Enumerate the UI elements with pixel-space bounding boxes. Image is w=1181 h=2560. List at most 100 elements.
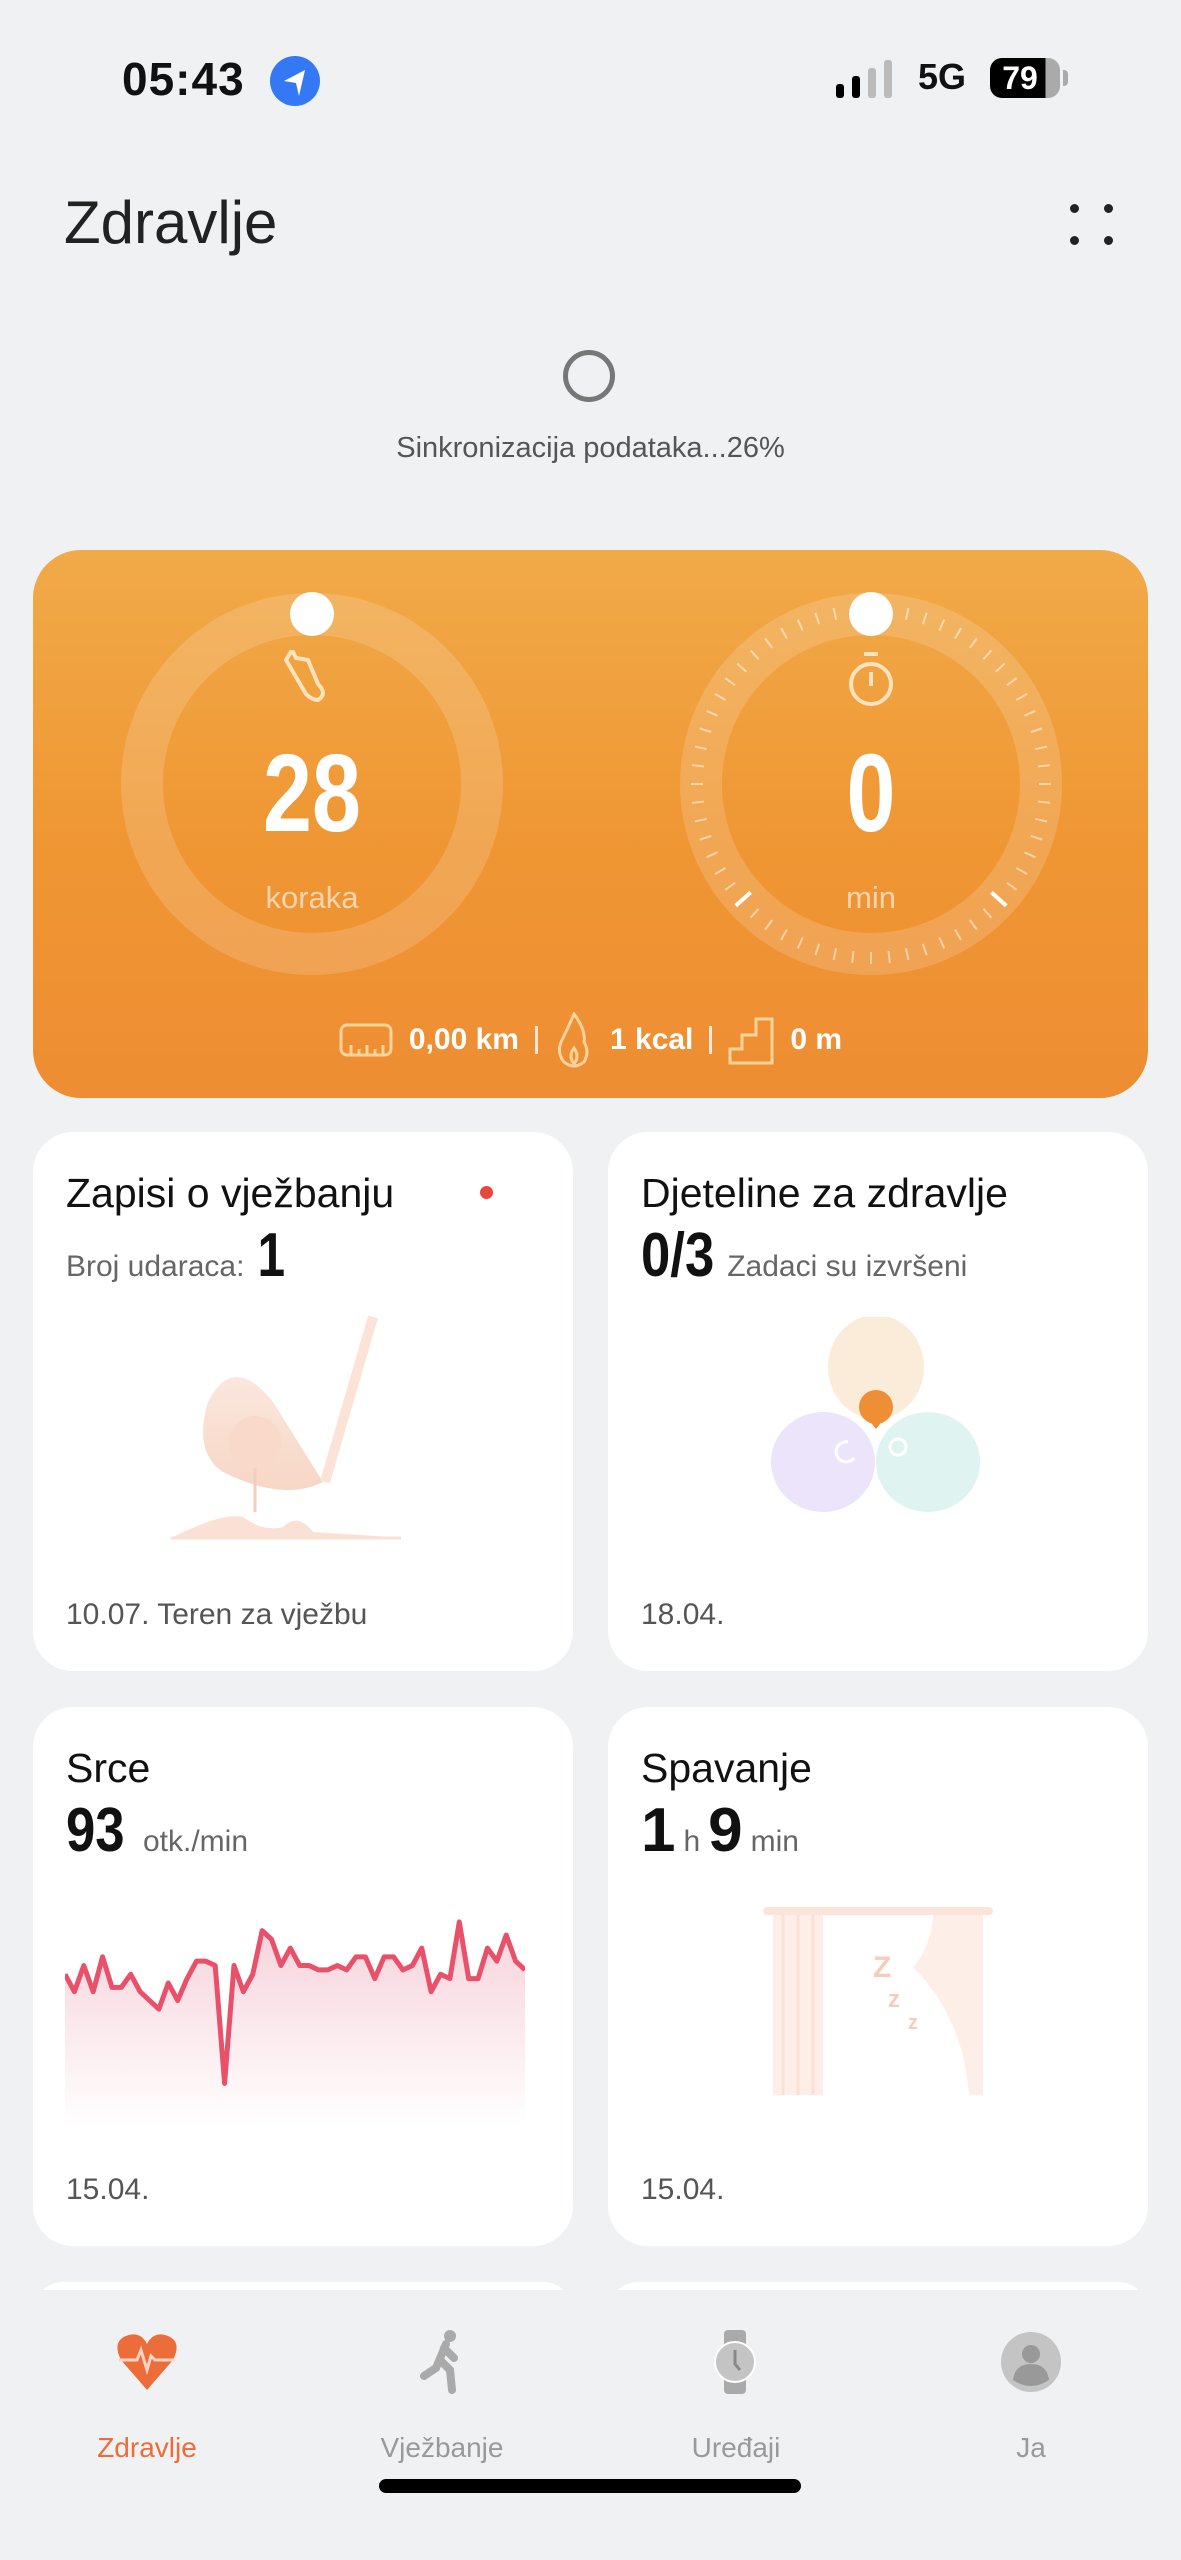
dial-tick: [982, 649, 993, 660]
card-title: Spavanje: [641, 1745, 812, 1791]
tasks-value: 0/3: [641, 1221, 715, 1290]
health-clover-card[interactable]: Djeteline za zdravlje 0/3 Zadaci su izvr…: [608, 1132, 1148, 1671]
tab-exercise[interactable]: Vježbanje: [342, 2320, 542, 2463]
location-arrow-icon: [270, 56, 320, 106]
dial-tick: [887, 950, 891, 964]
heart-rate-area: [65, 1921, 525, 2127]
dial-tick: [938, 937, 946, 949]
divider: [534, 1026, 538, 1054]
dial-tick: [1024, 851, 1036, 859]
tab-bar: [0, 2290, 1181, 2560]
dial-tick: [780, 627, 788, 640]
steps-unit: koraka: [265, 880, 359, 915]
dial-tick: [1015, 693, 1028, 701]
dial-tick: [699, 834, 712, 841]
heart-rate-card[interactable]: Srce 93 otk./min 15.04.: [33, 1707, 573, 2246]
dial-tick: [938, 619, 946, 631]
dial-tick: [851, 950, 855, 964]
card-date: 15.04.: [66, 2173, 150, 2206]
stopwatch-icon: [849, 652, 893, 706]
tab-label: Ja: [1016, 2432, 1046, 2463]
active-time-knob: [849, 592, 893, 636]
dial-tick: [764, 637, 774, 649]
ruler-icon: [339, 1023, 393, 1057]
sleep-hours: 1: [641, 1796, 676, 1865]
dial-tick: [1006, 677, 1018, 687]
dial-tick: [796, 619, 804, 631]
steps-value: 28: [263, 732, 361, 855]
new-badge-dot: [480, 1186, 493, 1199]
dial-tick: [968, 919, 978, 931]
dial-tick: [954, 627, 962, 640]
dial-tick: [1035, 745, 1048, 751]
heart-rate-unit: otk./min: [142, 1825, 248, 1858]
page-title: Zdravlje: [64, 189, 278, 256]
home-indicator[interactable]: [379, 2479, 801, 2493]
dial-tick: [990, 890, 1008, 908]
shoe-icon: [284, 650, 325, 702]
card-title: Zapisi o vježbanju: [66, 1170, 395, 1216]
card-date: 10.07. Teren za vježbu: [66, 1598, 368, 1631]
dial-tick: [921, 612, 928, 625]
sync-status: Sinkronizacija podataka...26%: [396, 432, 785, 464]
dial-tick: [706, 709, 718, 717]
profile-icon: [1001, 2332, 1061, 2392]
flame-icon: [557, 1012, 589, 1068]
status-time: 05:43: [122, 53, 245, 105]
dial-tick: [921, 943, 928, 956]
distance-value: 0,00 km: [408, 1023, 519, 1056]
tab-label: Zdravlje: [97, 2432, 197, 2463]
dial-tick: [749, 908, 760, 919]
dial-tick: [954, 928, 962, 941]
climb-value: 0 m: [790, 1023, 843, 1056]
exercise-records-card[interactable]: Zapisi o vježbanju Broj udaraca: 1 10.07…: [33, 1132, 573, 1671]
dial-tick: [1030, 834, 1043, 841]
card-title: Djeteline za zdravlje: [641, 1170, 1008, 1216]
dial-tick: [814, 612, 821, 625]
dial-tick: [982, 908, 993, 919]
dial-tick: [1006, 881, 1018, 891]
sleep-hours-unit: h: [683, 1825, 701, 1858]
steps-ring-knob: [290, 592, 334, 636]
dial-tick: [1030, 727, 1043, 734]
more-dots-icon[interactable]: [1062, 200, 1122, 250]
svg-text:z: z: [908, 2012, 918, 2034]
exercise-leaf-icon: [859, 1390, 893, 1424]
strokes-value: 1: [257, 1221, 286, 1290]
dial-tick: [691, 764, 705, 768]
dial-tick: [780, 928, 788, 941]
curtain-illustration: Z z z: [763, 1907, 993, 2095]
watch-icon: [714, 2330, 756, 2394]
dial-tick: [734, 890, 752, 908]
tasks-label: Zadaci su izvršeni: [727, 1250, 968, 1283]
dial-tick: [736, 662, 747, 673]
dial-tick: [796, 937, 804, 949]
dial-tick: [699, 727, 712, 734]
dial-tick: [714, 867, 727, 875]
active-time-unit: min: [846, 880, 896, 915]
running-icon: [420, 2330, 458, 2394]
dial-tick: [691, 800, 705, 804]
card-title: Srce: [66, 1745, 151, 1791]
dial-tick: [1015, 867, 1028, 875]
dial-tick: [694, 817, 707, 823]
tab-health[interactable]: Zdravlje: [47, 2320, 247, 2463]
tab-label: Uređaji: [691, 2432, 781, 2463]
sync-spinner-icon: [563, 350, 615, 402]
tab-devices[interactable]: Uređaji: [636, 2320, 836, 2463]
dial-tick: [764, 919, 774, 931]
sleep-minutes-unit: min: [750, 1825, 799, 1858]
tab-me[interactable]: Ja: [931, 2320, 1131, 2463]
dial-tick: [995, 662, 1006, 673]
sleep-card[interactable]: Spavanje 1 h 9 min Z z z 15.04.: [608, 1707, 1148, 2246]
activity-summary-card[interactable]: 28 koraka 0 min 0,00 km 1 kcal 0 m: [33, 550, 1148, 1098]
svg-text:Z: Z: [873, 1951, 891, 1984]
network-type: 5G: [918, 56, 967, 97]
heart-rate-chart: [65, 1919, 525, 2127]
dial-tick: [724, 881, 736, 891]
dial-tick: [714, 693, 727, 701]
heart-pulse-icon: [117, 2334, 177, 2390]
card-date: 18.04.: [641, 1598, 725, 1631]
dial-tick: [724, 677, 736, 687]
card-date: 15.04.: [641, 2173, 725, 2206]
